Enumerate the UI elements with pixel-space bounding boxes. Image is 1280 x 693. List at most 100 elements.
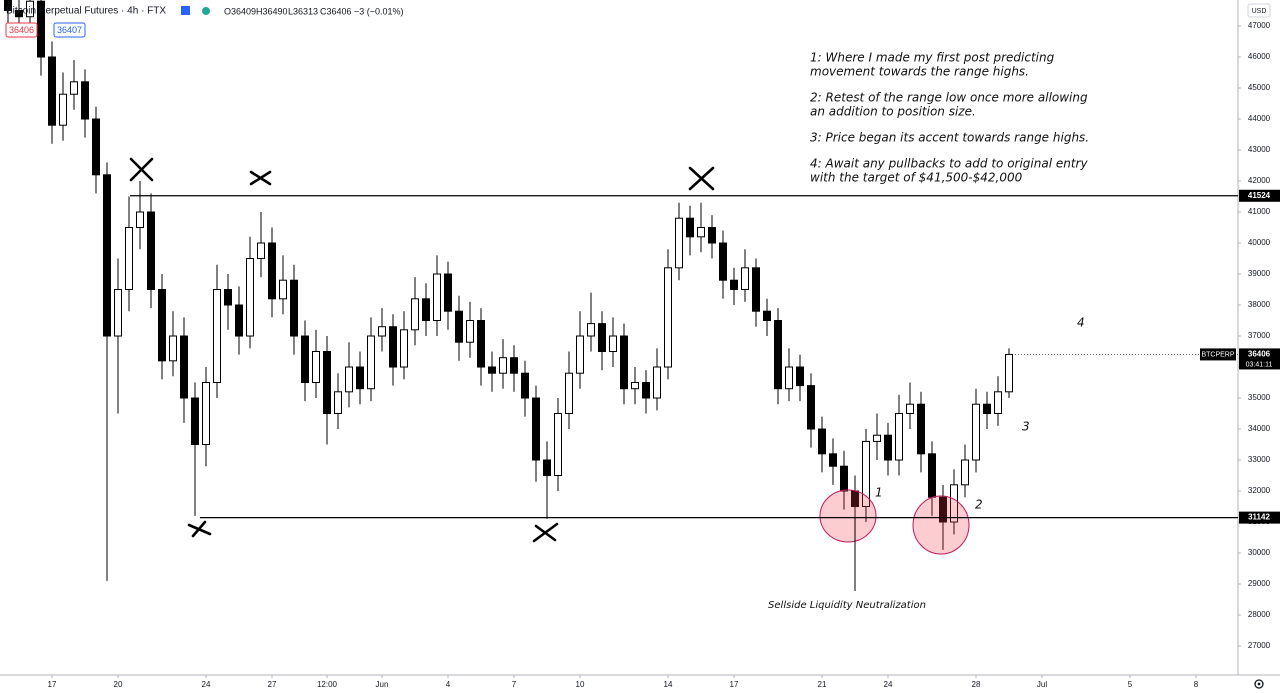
highlight-circle bbox=[819, 489, 877, 543]
candle-body bbox=[235, 304, 243, 337]
x-tick-label: Jun bbox=[376, 680, 389, 689]
y-tick-label: 40000 bbox=[1248, 238, 1271, 247]
x-tick-label: 17 bbox=[48, 680, 57, 689]
candle-body bbox=[279, 279, 287, 300]
candle-body bbox=[334, 391, 342, 415]
candle-body bbox=[730, 279, 738, 291]
candle-body bbox=[70, 81, 78, 95]
candle-body bbox=[411, 298, 419, 331]
candle-body bbox=[543, 459, 551, 477]
note: 1: Where I made my first post predicting bbox=[810, 51, 1055, 65]
candle-body bbox=[367, 335, 375, 390]
bid-box[interactable] bbox=[5, 22, 38, 38]
y-tick-label: 38000 bbox=[1248, 300, 1271, 309]
candle-body bbox=[862, 440, 870, 508]
ask-box[interactable] bbox=[53, 22, 86, 38]
x-tick-label: 5 bbox=[1128, 680, 1133, 689]
candle-body bbox=[928, 453, 936, 498]
level-label: 31142 bbox=[1248, 513, 1270, 522]
candle-body bbox=[147, 211, 155, 291]
ask: 36407 bbox=[57, 25, 82, 35]
candle-body bbox=[125, 227, 133, 291]
currency: USD bbox=[1252, 8, 1267, 15]
y-tick-label: 42000 bbox=[1248, 176, 1271, 185]
candle-body bbox=[81, 81, 89, 120]
candle-body bbox=[26, 0, 34, 18]
settings-icon[interactable] bbox=[1254, 679, 1264, 689]
candle-body bbox=[708, 227, 716, 244]
note: 3: Price began its accent towards range … bbox=[810, 131, 1089, 145]
status-dot bbox=[202, 7, 210, 15]
candle-body bbox=[4, 0, 12, 12]
candle-body bbox=[785, 366, 793, 390]
candle-body bbox=[180, 335, 188, 399]
currency-box[interactable] bbox=[1247, 3, 1271, 18]
candle-body bbox=[400, 329, 408, 368]
x-tick-label: 21 bbox=[818, 680, 827, 689]
candle-body bbox=[598, 323, 606, 353]
candle-body bbox=[422, 298, 430, 322]
y-tick-label: 46000 bbox=[1248, 52, 1271, 61]
x-tick-label: 8 bbox=[1194, 680, 1199, 689]
candle-body bbox=[477, 320, 485, 368]
y-tick-label: 34000 bbox=[1248, 424, 1271, 433]
candle-body bbox=[136, 211, 144, 229]
candle-body bbox=[950, 484, 958, 523]
x-tick-label: 24 bbox=[884, 680, 893, 689]
note: 4: Await any pullbacks to add to origina… bbox=[810, 157, 1088, 171]
candle-body bbox=[741, 267, 749, 291]
candle-body bbox=[576, 335, 584, 374]
candle-body bbox=[268, 242, 276, 300]
candle-body bbox=[554, 413, 562, 477]
candle-body bbox=[158, 289, 166, 362]
candle-body bbox=[532, 397, 540, 461]
price-tag bbox=[1239, 348, 1280, 370]
liquidity-label: Sellside Liquidity Neutralization bbox=[768, 600, 926, 611]
candle-body bbox=[301, 335, 309, 384]
candle-body bbox=[763, 310, 771, 322]
marker-label: 2 bbox=[975, 498, 983, 512]
candle-body bbox=[169, 335, 177, 362]
candle-body bbox=[697, 227, 705, 238]
y-tick-label: 45000 bbox=[1248, 83, 1271, 92]
candle-body bbox=[939, 496, 947, 523]
y-tick-label: 29000 bbox=[1248, 579, 1271, 588]
ohlc-high: H36490 bbox=[256, 6, 288, 16]
note: 2: Retest of the range low once more all… bbox=[810, 91, 1088, 105]
candle-body bbox=[642, 382, 650, 399]
flag-icon[interactable] bbox=[181, 6, 190, 15]
candle-body bbox=[961, 459, 969, 486]
x-tick-label: 20 bbox=[114, 680, 123, 689]
ohlc-low: L36313 bbox=[288, 6, 318, 16]
candle-body bbox=[224, 289, 232, 306]
candle-body bbox=[994, 391, 1002, 415]
candle-body bbox=[521, 372, 529, 399]
candle-body bbox=[389, 326, 397, 368]
countdown-label: 03:41:11 bbox=[1246, 361, 1273, 368]
candle-body bbox=[290, 279, 298, 337]
candle-body bbox=[587, 323, 595, 337]
y-tick-label: 27000 bbox=[1248, 641, 1271, 650]
candle-body bbox=[466, 320, 474, 343]
candle-body bbox=[488, 366, 496, 374]
candle-body bbox=[444, 273, 452, 312]
candle-body bbox=[873, 434, 881, 442]
candle-body bbox=[972, 403, 980, 461]
candle-body bbox=[59, 93, 67, 126]
x-tick-label: 7 bbox=[512, 680, 517, 689]
candle-body bbox=[829, 453, 837, 467]
candle-body bbox=[510, 357, 518, 374]
ohlc-close: C36406 bbox=[320, 6, 352, 16]
candle-body bbox=[686, 217, 694, 238]
candle-body bbox=[499, 357, 507, 374]
marker-label: 4 bbox=[1077, 316, 1085, 330]
symbol-title: Bitcoin Perpetual Futures · 4h · FTX bbox=[6, 6, 166, 17]
symbol-label: BTCPERP bbox=[1201, 351, 1234, 358]
x-tick-label: 10 bbox=[576, 680, 585, 689]
bid: 36406 bbox=[9, 25, 34, 35]
x-tick-label: Jul bbox=[1037, 680, 1047, 689]
candle-body bbox=[433, 273, 441, 322]
y-tick-label: 35000 bbox=[1248, 393, 1271, 402]
ohlc-open: O36409 bbox=[224, 6, 256, 16]
